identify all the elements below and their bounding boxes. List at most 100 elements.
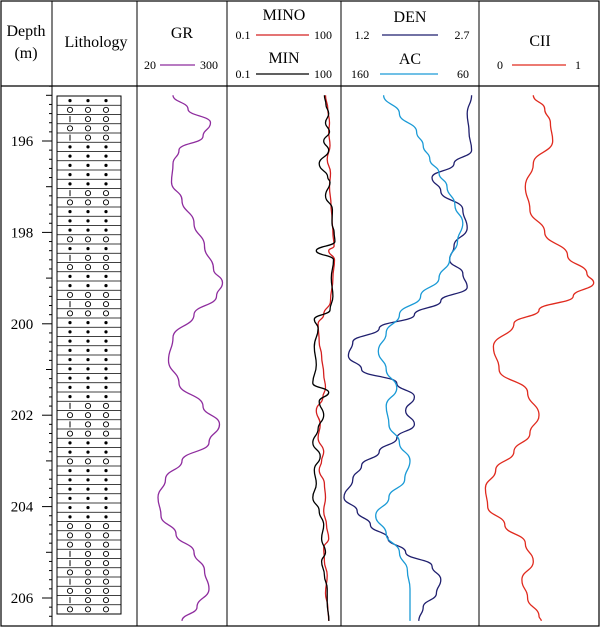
gravel-circle-symbol [66, 291, 74, 298]
gravel-circle-symbol [84, 560, 92, 567]
sand-dot-symbol [86, 450, 90, 454]
gravel-circle-symbol [66, 310, 74, 317]
min-title: MIN [268, 50, 300, 67]
sand-dot-symbol [104, 469, 108, 473]
gravel-circle-symbol [102, 190, 110, 197]
gravel-circle-symbol [84, 254, 92, 261]
sand-dot-symbol [86, 506, 90, 510]
sand-dot-symbol [68, 441, 72, 445]
gravel-circle-symbol [102, 587, 110, 594]
sand-dot-symbol [86, 163, 90, 167]
gravel-circle-symbol [84, 430, 92, 437]
gravel-circle-symbol [102, 597, 110, 604]
sand-dot-symbol [86, 515, 90, 519]
gravel-circle-symbol [102, 458, 110, 465]
sand-dot-symbol [86, 99, 90, 103]
gravel-circle-symbol [66, 532, 74, 539]
sand-dot-symbol [104, 154, 108, 158]
gravel-circle-symbol [84, 291, 92, 298]
gravel-circle-symbol [102, 532, 110, 539]
gravel-circle-symbol [66, 458, 74, 465]
sand-dot-symbol [68, 154, 72, 158]
gravel-circle-symbol [102, 106, 110, 113]
sand-dot-symbol [104, 163, 108, 167]
gravel-circle-symbol [84, 569, 92, 576]
sand-dot-symbol [104, 395, 108, 399]
gravel-circle-symbol [84, 310, 92, 317]
sand-dot-symbol [104, 330, 108, 334]
sand-dot-symbol [86, 321, 90, 325]
sand-dot-symbol [68, 210, 72, 214]
sand-dot-symbol [104, 219, 108, 223]
sand-dot-symbol [104, 228, 108, 232]
gravel-circle-symbol [84, 134, 92, 141]
sand-dot-symbol [68, 219, 72, 223]
den-scale-min: 1.2 [355, 28, 370, 42]
sand-dot-symbol [86, 247, 90, 251]
gravel-circle-symbol [84, 236, 92, 243]
cii-title: CII [529, 33, 550, 50]
gravel-circle-symbol [102, 412, 110, 419]
gravel-circle-symbol [66, 430, 74, 437]
sand-dot-symbol [68, 228, 72, 232]
gravel-circle-symbol [102, 560, 110, 567]
sand-dot-symbol [68, 247, 72, 251]
gravel-circle-symbol [84, 106, 92, 113]
cii-scale-min: 0 [497, 58, 503, 72]
gravel-circle-symbol [66, 236, 74, 243]
gravel-circle-symbol [84, 402, 92, 409]
gravel-circle-symbol [84, 125, 92, 132]
sand-dot-symbol [104, 99, 108, 103]
gravel-circle-symbol [84, 199, 92, 206]
sand-dot-symbol [68, 496, 72, 500]
gravel-circle-symbol [66, 199, 74, 206]
sand-dot-symbol [86, 496, 90, 500]
sand-dot-symbol [104, 515, 108, 519]
depth-tick-label: 202 [11, 408, 34, 424]
gravel-circle-symbol [66, 569, 74, 576]
sand-dot-symbol [104, 450, 108, 454]
lithology-title: Lithology [64, 34, 127, 51]
sand-dot-symbol [68, 469, 72, 473]
sand-dot-symbol [104, 478, 108, 482]
gravel-circle-symbol [102, 606, 110, 613]
sand-dot-symbol [68, 515, 72, 519]
cii-curve [484, 95, 595, 621]
gravel-circle-symbol [84, 541, 92, 548]
gravel-circle-symbol [102, 291, 110, 298]
gravel-circle-symbol [102, 569, 110, 576]
sand-dot-symbol [86, 339, 90, 343]
gravel-circle-symbol [84, 264, 92, 271]
gravel-circle-symbol [66, 523, 74, 530]
gravel-circle-symbol [102, 421, 110, 428]
min-curve [312, 95, 336, 621]
sand-dot-symbol [68, 330, 72, 334]
den-title: DEN [394, 9, 427, 26]
sand-dot-symbol [68, 367, 72, 371]
gravel-circle-symbol [102, 430, 110, 437]
gravel-circle-symbol [84, 190, 92, 197]
sand-dot-symbol [86, 330, 90, 334]
gravel-circle-symbol [84, 301, 92, 308]
sand-dot-symbol [68, 173, 72, 177]
sand-dot-symbol [86, 173, 90, 177]
min-scale-max: 100 [314, 67, 332, 81]
sand-dot-symbol [68, 385, 72, 389]
gravel-circle-symbol [66, 587, 74, 594]
sand-dot-symbol [86, 348, 90, 352]
gravel-circle-symbol [84, 458, 92, 465]
gravel-circle-symbol [84, 597, 92, 604]
sand-dot-symbol [68, 358, 72, 362]
ac-curve [375, 95, 464, 621]
gravel-circle-symbol [66, 264, 74, 271]
ac-title: AC [399, 51, 421, 68]
cii-scale-max: 1 [575, 58, 581, 72]
gravel-circle-symbol [66, 125, 74, 132]
sand-dot-symbol [104, 321, 108, 325]
gravel-circle-symbol [66, 606, 74, 613]
mino-scale-max: 100 [314, 28, 332, 42]
gravel-circle-symbol [102, 578, 110, 585]
sand-dot-symbol [104, 348, 108, 352]
depth-tick-label: 204 [11, 500, 34, 516]
